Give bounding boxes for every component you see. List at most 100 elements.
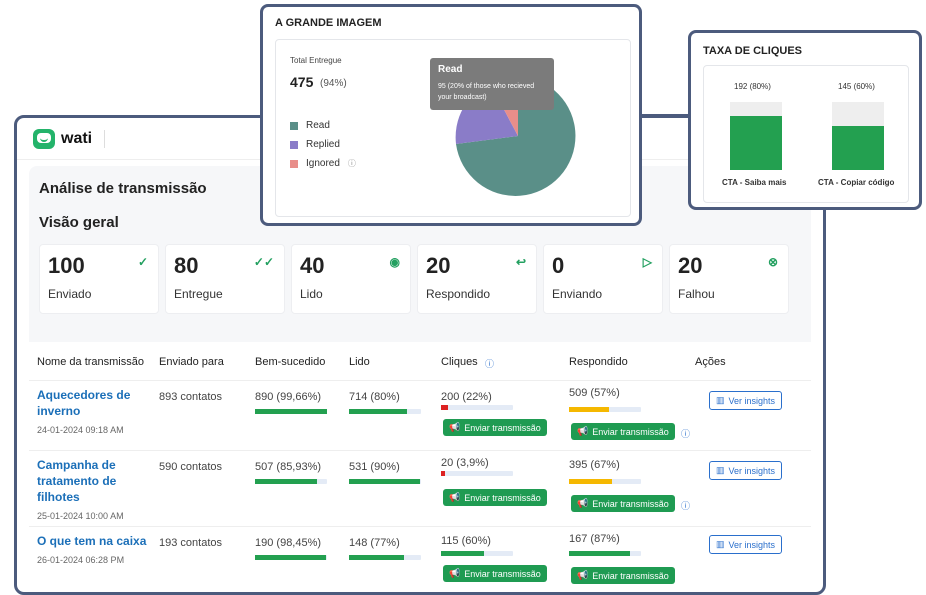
broadcast-name-link[interactable]: O que tem na caixa (37, 534, 147, 548)
send-broadcast-button[interactable]: 📢 Enviar transmissão (571, 567, 675, 584)
legend-item-read: Read (290, 120, 330, 131)
view-insights-label: Ver insights (728, 395, 776, 406)
column-header: Cliques (441, 356, 478, 368)
broadcast-analytics-window: wati Análise de transmissão Visão geral … (14, 115, 826, 595)
view-insights-button[interactable]: ▥ Ver insights (709, 535, 783, 554)
cta-bar[interactable] (832, 102, 884, 170)
stat-cards: 100 Enviado ✓ 80 Entregue ✓✓ 40 Lido ◉ 2… (39, 244, 789, 314)
column-header: Ações (695, 356, 726, 368)
send-broadcast-label: Enviar transmissão (464, 492, 541, 503)
total-delivered-pct: (94%) (320, 78, 347, 89)
stat-card-read: 40 Lido ◉ (291, 244, 411, 314)
stat-label: Lido (300, 287, 323, 301)
stat-card-replied: 20 Respondido ↩ (417, 244, 537, 314)
legend-label: Replied (306, 139, 340, 150)
cta-value: 192 (80%) (734, 82, 771, 91)
replied-value: 509 (57%) (569, 387, 620, 399)
stat-value: 80 (174, 253, 199, 278)
legend-swatch (290, 159, 298, 168)
cta-label: CTA - Copiar código (818, 178, 895, 187)
column-header: Bem-sucedido (255, 356, 326, 368)
stat-value: 40 (300, 253, 325, 278)
logo[interactable]: wati (33, 128, 93, 149)
cta-label: CTA - Saiba mais (722, 178, 787, 187)
view-insights-button[interactable]: ▥ Ver insights (709, 461, 783, 480)
page-title: Análise de transmissão (39, 180, 207, 197)
stat-label: Entregue (174, 287, 223, 301)
info-icon[interactable]: ⓘ (681, 501, 691, 511)
stat-label: Respondido (426, 287, 491, 301)
legend-label: Read (306, 120, 330, 131)
stat-label: Falhou (678, 287, 715, 301)
info-icon[interactable]: ⓘ (681, 429, 691, 439)
success-bar (255, 479, 327, 484)
cta-bar[interactable] (730, 102, 782, 170)
megaphone-icon: 📢 (449, 568, 461, 578)
clicks-value: 115 (60%) (441, 535, 491, 547)
replied-bar (569, 479, 641, 484)
reply-icon: ↩ (515, 255, 526, 269)
send-broadcast-button[interactable]: 📢 Enviar transmissão (443, 489, 547, 506)
broadcast-table: Nome da transmissão Enviado para Bem-suc… (29, 342, 811, 592)
read-bar (349, 479, 421, 484)
send-broadcast-button[interactable]: 📢 Enviar transmissão (443, 565, 547, 582)
megaphone-icon: 📢 (577, 570, 589, 580)
sent-to: 893 contatos (159, 391, 222, 403)
success-bar (255, 555, 327, 560)
tooltip-text: 95 (20% of those who recieved your broad… (438, 83, 535, 101)
stat-value: 20 (678, 253, 703, 278)
send-broadcast-button[interactable]: 📢 Enviar transmissão (571, 423, 675, 440)
send-broadcast-button[interactable]: 📢 Enviar transmissão (443, 419, 547, 436)
stat-value: 0 (552, 253, 565, 278)
failed-icon: ⊗ (767, 255, 778, 269)
stat-card-failed: 20 Falhou ⊗ (669, 244, 789, 314)
column-header: Respondido (569, 356, 628, 368)
send-broadcast-label: Enviar transmissão (464, 422, 541, 433)
stat-card-sending: 0 Enviando ▷ (543, 244, 663, 314)
broadcast-name-link[interactable]: Aquecedores de inverno (37, 388, 131, 418)
content-area: Análise de transmissão Visão geral 100 E… (29, 166, 811, 592)
read-value: 531 (90%) (349, 461, 400, 473)
info-icon[interactable]: ⓘ (485, 359, 495, 369)
success-value: 890 (99,66%) (255, 391, 322, 403)
total-delivered-label: Total Entregue (290, 56, 342, 65)
stat-value: 20 (426, 253, 451, 278)
info-icon[interactable]: ⓘ (347, 159, 356, 168)
send-broadcast-button[interactable]: 📢 Enviar transmissão (571, 495, 675, 512)
chart-icon: ▥ (716, 539, 725, 549)
megaphone-icon: 📢 (577, 426, 589, 436)
stat-card-delivered: 80 Entregue ✓✓ (165, 244, 285, 314)
megaphone-icon: 📢 (449, 422, 461, 432)
column-header: Lido (349, 356, 370, 368)
read-bar (349, 409, 421, 414)
replied-value: 395 (67%) (569, 459, 620, 471)
chart-tooltip: Read 95 (20% of those who recieved your … (430, 58, 554, 110)
total-delivered-value: 475 (290, 74, 314, 90)
send-broadcast-label: Enviar transmissão (592, 426, 669, 437)
send-broadcast-label: Enviar transmissão (592, 570, 669, 581)
big-picture-panel: A GRANDE IMAGEM Total Entregue 475 (94%)… (260, 4, 642, 226)
broadcast-name-link[interactable]: Campanha de tratamento de filhotes (37, 458, 117, 504)
brand-name: wati (61, 129, 93, 147)
stat-label: Enviando (552, 287, 603, 301)
chart-icon: ▥ (716, 395, 725, 405)
click-rate-panel: TAXA DE CLIQUES 192 (80%) CTA - Saiba ma… (688, 30, 922, 210)
legend-swatch (290, 140, 298, 149)
cta-value: 145 (60%) (838, 82, 875, 91)
success-value: 507 (85,93%) (255, 461, 322, 473)
column-header: Enviado para (159, 356, 224, 368)
megaphone-icon: 📢 (449, 492, 461, 502)
table-row: O que tem na caixa 26-01-2024 06:28 PM 1… (29, 526, 811, 592)
success-bar (255, 409, 327, 414)
panel-title: A GRANDE IMAGEM (275, 17, 382, 29)
table-row: Campanha de tratamento de filhotes 25-01… (29, 450, 811, 526)
clicks-bar (441, 551, 513, 556)
section-title: Visão geral (39, 214, 119, 231)
sent-to: 193 contatos (159, 537, 222, 549)
click-rate-card: 192 (80%) CTA - Saiba mais 145 (60%) CTA… (703, 65, 909, 203)
megaphone-icon: 📢 (577, 498, 589, 508)
view-insights-button[interactable]: ▥ Ver insights (709, 391, 783, 410)
send-icon: ▷ (642, 255, 652, 269)
read-value: 714 (80%) (349, 391, 400, 403)
replied-value: 167 (87%) (569, 533, 620, 545)
